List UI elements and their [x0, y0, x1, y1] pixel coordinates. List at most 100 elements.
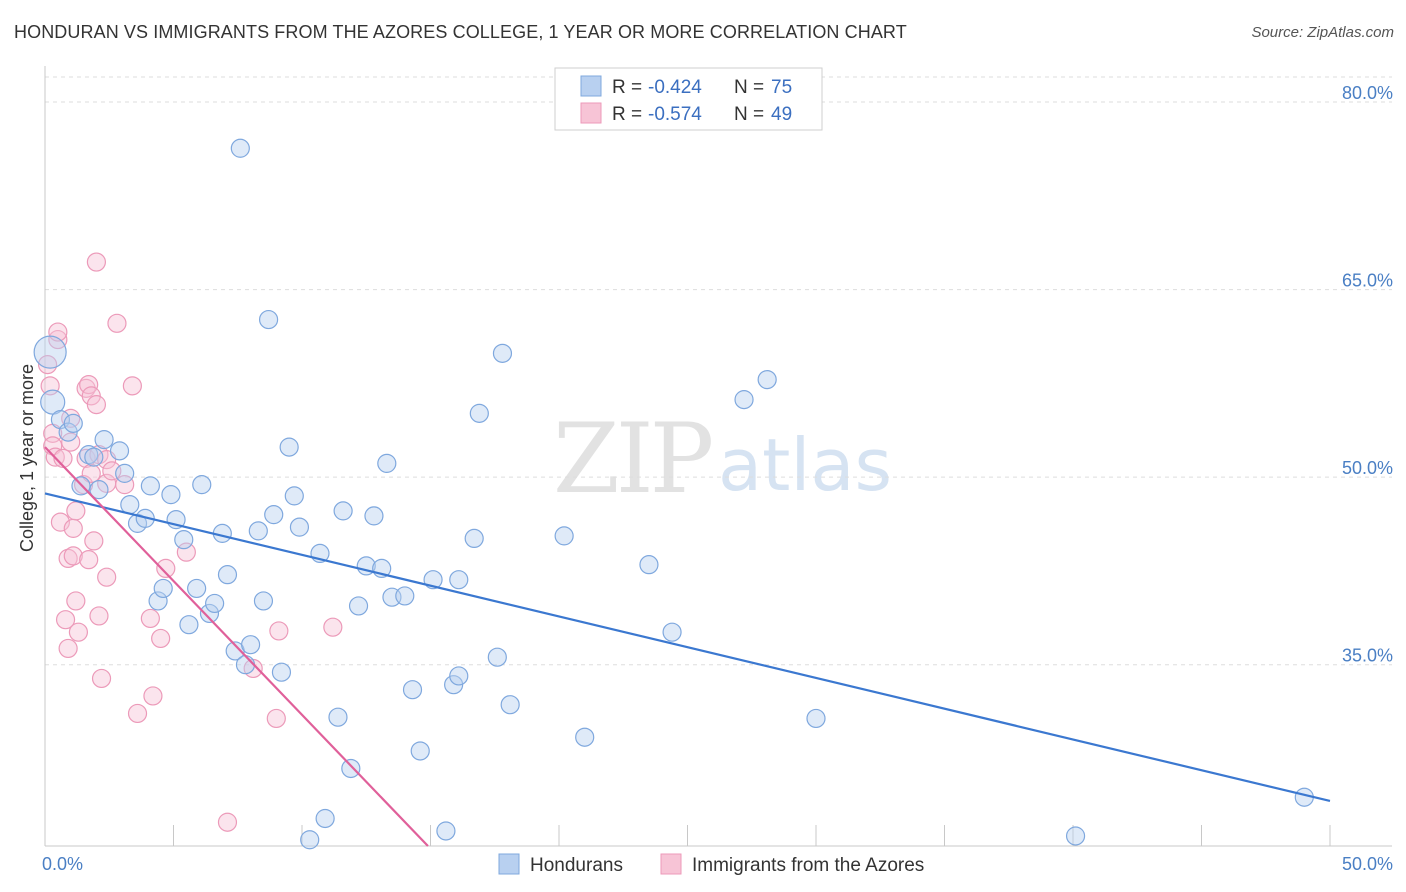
honduran-point	[199, 603, 220, 624]
honduran-point	[161, 485, 181, 505]
azores-point	[323, 617, 343, 637]
azores-point	[91, 668, 112, 689]
honduran-point	[806, 708, 826, 729]
honduran-point	[469, 403, 489, 423]
azores-point	[79, 375, 99, 395]
azores-point	[86, 395, 107, 415]
honduran-point	[84, 447, 104, 467]
azores-point	[66, 591, 86, 611]
x-tick-label: 0.0%	[42, 854, 83, 874]
honduran-point	[205, 593, 225, 614]
watermark: ZIP atlas	[553, 403, 892, 515]
honduran-point	[271, 662, 292, 682]
chart-title: HONDURAN VS IMMIGRANTS FROM THE AZORES C…	[14, 22, 907, 42]
legend-r-label: R =	[612, 104, 642, 125]
azores-point	[217, 812, 238, 832]
honduran-point	[464, 528, 484, 549]
honduran-point	[341, 758, 361, 779]
honduran-point	[333, 501, 353, 521]
azores-point	[84, 531, 104, 551]
bottom-legend-swatch-azores	[660, 853, 682, 875]
azores-point	[55, 610, 76, 630]
honduran-point	[289, 517, 310, 537]
honduran-point	[348, 596, 369, 616]
honduran-point	[89, 480, 109, 500]
legend-n-label: N =	[734, 77, 764, 98]
honduran-point	[377, 453, 397, 473]
azores-point	[266, 708, 286, 729]
grid-lines	[45, 76, 1392, 666]
honduran-point	[639, 555, 659, 575]
azores-point	[37, 354, 58, 375]
honduran-point	[395, 586, 415, 606]
honduran-point	[230, 138, 250, 158]
azores-point	[122, 376, 142, 396]
honduran-point	[33, 335, 67, 369]
honduran-point	[328, 707, 348, 727]
honduran-point	[757, 369, 777, 390]
y-tick-label: 65.0%	[1342, 271, 1393, 291]
honduran-point	[115, 463, 135, 483]
x-tick-label: 50.0%	[1342, 854, 1393, 874]
honduran-point	[662, 622, 682, 642]
honduran-point	[192, 475, 212, 495]
azores-point	[68, 622, 89, 642]
watermark-zip: ZIP	[553, 403, 712, 515]
honduran-point	[248, 521, 268, 541]
honduran-point	[148, 591, 168, 611]
legend-swatch-azores	[580, 102, 602, 124]
azores-point	[58, 548, 78, 569]
azores-point	[66, 501, 86, 521]
azores-point	[79, 550, 99, 570]
azores-point	[81, 463, 101, 483]
honduran-point	[315, 808, 335, 829]
legend-r-value: -0.424	[648, 77, 702, 98]
honduran-point	[241, 635, 261, 655]
honduran-point	[410, 741, 430, 761]
honduran-point	[94, 430, 114, 450]
honduran-point	[264, 505, 284, 525]
azores-point	[89, 606, 109, 626]
honduran-point	[140, 476, 160, 496]
y-tick-labels: 35.0% 50.0% 65.0% 80.0%	[1342, 83, 1393, 666]
legend-n-value: 75	[771, 77, 792, 98]
honduran-point	[492, 343, 513, 363]
series-hondurans-points	[33, 138, 1314, 850]
honduran-point	[554, 526, 574, 546]
honduran-point	[284, 486, 304, 506]
top-legend: R = -0.424 N = 75 R = -0.574 N = 49	[554, 67, 823, 131]
azores-point	[127, 703, 148, 724]
honduran-point	[217, 565, 238, 585]
y-tick-label: 80.0%	[1342, 83, 1393, 103]
azores-point	[140, 608, 160, 629]
azores-point	[143, 686, 163, 706]
source-credit: Source: ZipAtlas.com	[1251, 24, 1394, 41]
y-axis-label: College, 1 year or more	[17, 364, 37, 552]
y-tick-label: 35.0%	[1342, 646, 1393, 666]
honduran-point	[179, 615, 199, 635]
honduran-point	[279, 437, 299, 457]
axes	[44, 66, 1392, 847]
azores-point	[176, 542, 196, 562]
honduran-point	[734, 390, 754, 410]
honduran-point	[253, 591, 274, 611]
azores-point	[97, 567, 117, 587]
y-tick-label: 50.0%	[1342, 458, 1393, 478]
honduran-point	[235, 655, 256, 675]
honduran-point	[300, 830, 320, 850]
honduran-point	[174, 530, 194, 550]
honduran-point	[63, 413, 83, 433]
azores-point	[115, 475, 135, 495]
trend-lines	[44, 446, 1331, 847]
azores-point	[86, 252, 107, 272]
honduran-point	[79, 445, 99, 465]
honduran-point	[449, 570, 469, 590]
bottom-legend-label-hondurans: Hondurans	[530, 855, 623, 876]
honduran-point	[153, 578, 173, 599]
honduran-point	[402, 680, 423, 700]
legend-n-value: 49	[771, 104, 792, 125]
honduran-point	[120, 495, 140, 515]
honduran-point	[1065, 826, 1086, 846]
bottom-legend: Hondurans Immigrants from the Azores	[498, 853, 924, 876]
